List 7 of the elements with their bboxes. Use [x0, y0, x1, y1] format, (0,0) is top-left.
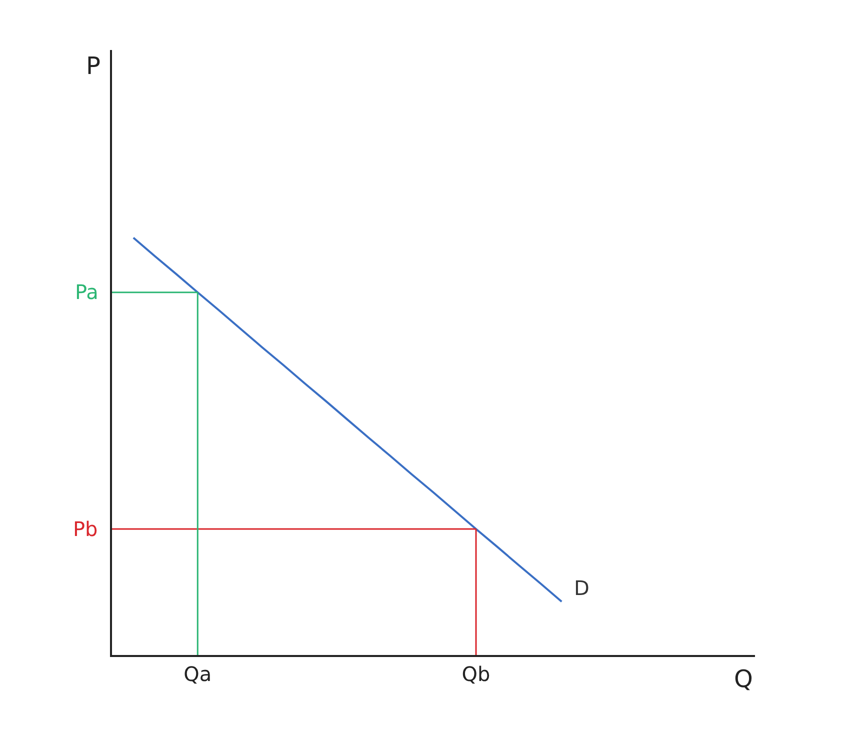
text: Q	[734, 665, 753, 693]
ref-line-label: Pa	[75, 280, 98, 304]
text: P	[86, 52, 100, 80]
x-tick-label: Qb	[462, 662, 490, 686]
x-tick-label: Qa	[184, 662, 212, 686]
series-label: D	[574, 576, 590, 600]
ref-line-label: Pb	[73, 517, 98, 541]
